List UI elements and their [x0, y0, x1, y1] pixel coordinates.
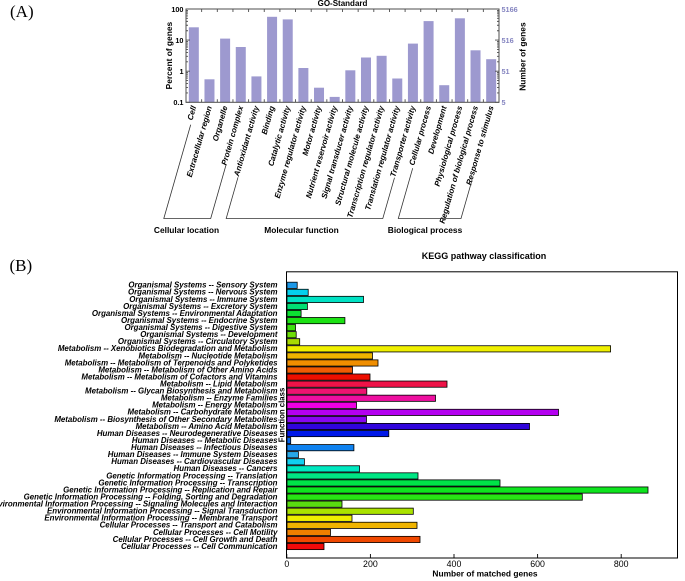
- svg-text:200: 200: [363, 559, 378, 569]
- svg-text:Human Diseases -- Cardiovascul: Human Diseases -- Cardiovascular Disease…: [111, 457, 278, 466]
- svg-text:5166: 5166: [502, 5, 518, 14]
- svg-text:0.1: 0.1: [173, 98, 183, 107]
- svg-text:Metabolism -- Enzyme Families: Metabolism -- Enzyme Families: [161, 394, 278, 403]
- svg-text:100: 100: [171, 5, 183, 14]
- svg-text:Human Diseases -- Immune Syste: Human Diseases -- Immune System Diseases: [108, 450, 278, 459]
- svg-text:Metabolism -- Metabolism of Co: Metabolism -- Metabolism of Cofactors an…: [81, 372, 278, 381]
- svg-text:(B): (B): [10, 256, 33, 275]
- svg-text:Number of matched genes: Number of matched genes: [432, 569, 538, 579]
- svg-text:Environmental Information Proc: Environmental Information Processing -- …: [44, 514, 277, 523]
- svg-text:Cellular Processes -- Transpor: Cellular Processes -- Transport and Cata…: [100, 521, 278, 530]
- svg-text:Environmental Information Proc: Environmental Information Processing -- …: [0, 500, 278, 509]
- svg-text:Human Diseases -- Neurodegener: Human Diseases -- Neurodegenerative Dise…: [97, 429, 278, 438]
- svg-text:Metabolism -- Biosynthesis of: Metabolism -- Biosynthesis of Other Seco…: [54, 415, 278, 424]
- svg-text:1: 1: [179, 67, 183, 76]
- svg-text:400: 400: [447, 559, 462, 569]
- svg-text:Organismal Systems -- Environm: Organismal Systems -- Environmental Adap…: [92, 309, 278, 318]
- svg-text:Number of genes: Number of genes: [518, 22, 528, 91]
- svg-text:Metabolism -- Energy Metabolis: Metabolism -- Energy Metabolism: [152, 401, 277, 410]
- svg-text:800: 800: [614, 559, 629, 569]
- svg-text:Organismal Systems -- Immune S: Organismal Systems -- Immune System: [129, 295, 277, 304]
- svg-text:Cell: Cell: [186, 104, 199, 121]
- svg-text:(A): (A): [10, 2, 34, 21]
- svg-text:Biological process: Biological process: [388, 225, 463, 235]
- svg-text:Metabolism -- Metabolism of Ot: Metabolism -- Metabolism of Other Amino …: [98, 365, 278, 374]
- svg-text:Organismal Systems -- Endocrin: Organismal Systems -- Endocrine System: [121, 316, 278, 325]
- svg-text:Percent of genes: Percent of genes: [164, 22, 174, 90]
- svg-text:Metabolism -- Amino Acid Metab: Metabolism -- Amino Acid Metabolism: [136, 422, 278, 431]
- svg-text:Metabolism -- Xenobiotics Biod: Metabolism -- Xenobiotics Biodegradation…: [58, 344, 278, 353]
- svg-text:10: 10: [175, 36, 183, 45]
- svg-text:Metabolism -- Lipid Metabolism: Metabolism -- Lipid Metabolism: [160, 379, 278, 388]
- svg-text:Human Diseases -- Infectious D: Human Diseases -- Infectious Diseases: [131, 443, 278, 452]
- svg-text:Function class: Function class: [278, 387, 287, 442]
- svg-text:5: 5: [502, 98, 506, 107]
- svg-text:Cellular Processes -- Cell Com: Cellular Processes -- Cell Communication: [121, 542, 278, 551]
- svg-text:Cellular location: Cellular location: [154, 225, 219, 235]
- svg-text:51: 51: [502, 67, 510, 76]
- svg-text:Human Diseases -- Cancers: Human Diseases -- Cancers: [174, 464, 279, 473]
- svg-text:Organismal Systems -- Circulat: Organismal Systems -- Circulatory System: [118, 337, 278, 346]
- svg-text:Organismal Systems -- Sensory: Organismal Systems -- Sensory System: [128, 281, 277, 290]
- svg-text:KEGG pathway classification: KEGG pathway classification: [422, 251, 547, 261]
- svg-text:Metabolism -- Metabolism of Te: Metabolism -- Metabolism of Terpenoids a…: [65, 358, 278, 367]
- svg-text:0: 0: [284, 559, 289, 569]
- svg-text:Metabolism -- Glycan Biosynthe: Metabolism -- Glycan Biosynthesis and Me…: [85, 387, 278, 396]
- svg-text:Environmental Information Proc: Environmental Information Processing -- …: [47, 507, 278, 516]
- svg-text:600: 600: [530, 559, 545, 569]
- svg-text:Genetic Information Processing: Genetic Information Processing -- Transc…: [98, 478, 277, 487]
- svg-text:Organismal Systems -- Developm: Organismal Systems -- Development: [140, 330, 278, 339]
- svg-text:Genetic Information Processing: Genetic Information Processing -- Replic…: [63, 485, 278, 494]
- svg-text:Cellular Processes -- Cell Gro: Cellular Processes -- Cell Growth and De…: [113, 535, 278, 544]
- svg-text:Cellular Processes -- Cell Mot: Cellular Processes -- Cell Motility: [153, 528, 278, 537]
- svg-text:Molecular function: Molecular function: [264, 225, 338, 235]
- svg-text:516: 516: [502, 36, 514, 45]
- svg-text:Genetic Information Processing: Genetic Information Processing -- Foldin…: [24, 492, 278, 501]
- svg-text:Metabolism -- Carbohydrate Met: Metabolism -- Carbohydrate Metabolism: [128, 408, 278, 417]
- svg-text:Metabolism -- Nucleotide Metab: Metabolism -- Nucleotide Metabolism: [139, 351, 278, 360]
- svg-text:GO-Standard: GO-Standard: [318, 0, 368, 8]
- svg-text:Genetic Information Processing: Genetic Information Processing -- Transl…: [106, 471, 277, 480]
- svg-text:Organismal Systems -- Excretor: Organismal Systems -- Excretory System: [123, 302, 277, 311]
- svg-text:Organismal Systems -- Digestiv: Organismal Systems -- Digestive System: [124, 323, 277, 332]
- svg-text:Organismal Systems -- Nervous: Organismal Systems -- Nervous System: [128, 288, 278, 297]
- svg-text:Human Diseases -- Metabolic Di: Human Diseases -- Metabolic Diseases: [132, 436, 278, 445]
